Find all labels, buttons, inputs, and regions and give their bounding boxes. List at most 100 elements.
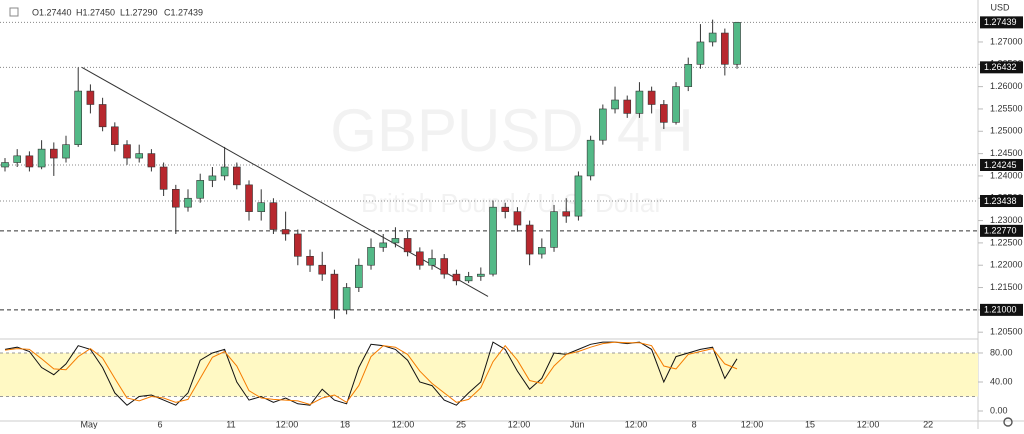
y-tick-label: 1.26000	[990, 81, 1023, 91]
candle-body	[708, 32, 717, 43]
legend-open: O1.27440	[32, 7, 72, 17]
candle-body	[464, 276, 473, 282]
candle-body	[660, 104, 668, 123]
candle-body	[416, 251, 424, 266]
candle-body	[501, 206, 510, 212]
y-tick-label: 40.00	[990, 376, 1013, 386]
candle-body	[318, 264, 327, 275]
candle-body	[74, 90, 83, 145]
x-tick-label: 12:00	[857, 419, 880, 429]
candle-body	[452, 273, 461, 282]
candle-body	[623, 99, 632, 114]
price-label: 1.26432	[984, 62, 1017, 72]
watermark-symbol: GBPUSD, 4H	[330, 97, 693, 164]
candle-body	[330, 273, 339, 311]
y-tick-label: 1.25500	[990, 103, 1023, 113]
stoch-band	[0, 352, 978, 397]
y-tick-label: 1.20500	[990, 327, 1023, 337]
candle-body	[62, 144, 70, 159]
x-tick-label: 12:00	[276, 419, 299, 429]
watermark-description: British Pound / U.S. Dollar	[361, 188, 663, 218]
candle-body	[245, 184, 253, 212]
x-tick-label: 12:00	[508, 419, 531, 429]
y-tick-label: 1.23000	[990, 215, 1023, 225]
candle-body	[550, 211, 558, 248]
price-label: 1.27439	[984, 17, 1017, 27]
candle-body	[37, 148, 46, 168]
candle-body	[281, 229, 290, 235]
candle-body	[647, 90, 656, 105]
x-tick-label: 12:00	[741, 419, 764, 429]
price-label-box	[980, 158, 1023, 171]
y-tick-label: 1.22000	[990, 260, 1023, 270]
candle-body	[513, 211, 522, 226]
ohlc-legend: O1.27440 H1.27450 L1.27290 C1.27439	[9, 7, 203, 17]
candle-body	[1, 162, 9, 168]
price-label-box	[980, 224, 1023, 237]
legend-close: C1.27439	[164, 7, 203, 17]
y-tick-label: 1.21500	[990, 282, 1023, 292]
candle-body	[489, 206, 497, 275]
price-label: 1.23438	[984, 196, 1017, 206]
x-tick-label: 12:00	[625, 419, 648, 429]
x-tick-label: 8	[692, 419, 697, 429]
y-tick-label: 1.24500	[990, 148, 1023, 158]
candle-body	[721, 32, 729, 65]
candle-body	[477, 273, 485, 277]
candle-body	[428, 258, 436, 266]
stoch-line	[4, 341, 738, 406]
x-tick-label: Jun	[570, 419, 585, 429]
currency-label: USD	[990, 2, 1010, 12]
price-label: 1.22770	[984, 226, 1017, 236]
settings-icon[interactable]	[1003, 417, 1013, 427]
x-tick-label: 12:00	[392, 419, 415, 429]
x-tick-label: 6	[157, 419, 162, 429]
price-label: 1.24245	[984, 160, 1017, 170]
candle-body	[13, 155, 22, 163]
candle-body	[403, 238, 412, 253]
candle-body	[220, 166, 229, 177]
x-tick-label: 18	[340, 419, 350, 429]
gear[interactable]	[1003, 417, 1013, 427]
candle-body	[586, 139, 595, 177]
candle-body	[391, 238, 400, 244]
legend-low: L1.27290	[120, 7, 158, 17]
candle-body	[196, 180, 205, 199]
price-label: 1.21000	[984, 305, 1017, 315]
candle-body	[367, 247, 375, 266]
candle-body	[294, 233, 302, 257]
collapse-icon[interactable]	[9, 7, 19, 17]
candle-body	[342, 287, 351, 311]
x-tick-label: 25	[456, 419, 466, 429]
y-tick-label: 80.00	[990, 347, 1013, 357]
y-tick-label: 1.22500	[990, 237, 1023, 247]
candle-body	[574, 175, 583, 217]
candle-body	[440, 258, 449, 275]
y-tick-label: 0.00	[990, 405, 1008, 415]
candle-body	[233, 166, 241, 186]
candle-body	[538, 247, 546, 255]
price-label-box	[980, 16, 1023, 29]
candle-body	[525, 224, 534, 255]
candle-body	[379, 242, 388, 248]
candle-body	[147, 153, 156, 168]
x-tick-label: May	[81, 419, 99, 429]
candle-body	[257, 202, 266, 212]
candle-body	[269, 202, 278, 230]
x-tick-label: 15	[805, 419, 815, 429]
candle-body	[635, 90, 644, 114]
y-tick-label: 1.25000	[990, 126, 1023, 136]
x-tick-label: 11	[226, 419, 235, 429]
price-label-box	[980, 195, 1023, 208]
x-tick-label: 22	[923, 419, 933, 429]
candle-body	[306, 255, 314, 266]
candle-body	[86, 90, 95, 105]
candle-body	[50, 148, 58, 159]
candle-body	[135, 153, 144, 159]
candle-body	[611, 99, 619, 110]
candle-body	[98, 104, 107, 128]
candle-body	[562, 211, 571, 217]
candle-body	[184, 197, 192, 208]
candle-body	[355, 264, 363, 288]
